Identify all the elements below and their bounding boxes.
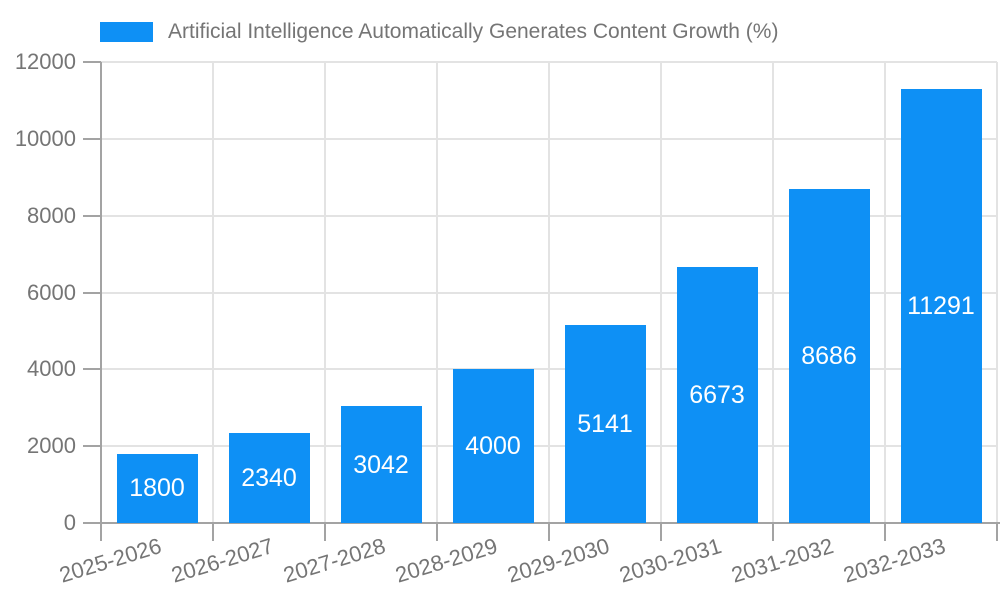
x-axis-tick-mark xyxy=(324,523,326,541)
y-axis-tick-label: 6000 xyxy=(27,280,76,305)
bar-value-label: 6673 xyxy=(689,380,745,409)
y-axis-tick-label: 8000 xyxy=(27,203,76,228)
y-axis-tick-label: 2000 xyxy=(27,433,76,458)
bar-value-label: 1800 xyxy=(129,474,185,503)
x-axis-line xyxy=(101,522,1000,524)
bar xyxy=(452,369,534,523)
legend-label: Artificial Intelligence Automatically Ge… xyxy=(168,20,779,43)
gridline-vertical xyxy=(436,62,438,523)
y-axis-tick-mark xyxy=(83,61,101,63)
bar xyxy=(788,189,870,523)
legend: Artificial Intelligence Automatically Ge… xyxy=(100,12,778,52)
legend-swatch-icon xyxy=(100,22,153,42)
y-axis-tick-label: 10000 xyxy=(14,126,76,151)
x-axis-tick-mark xyxy=(436,523,438,541)
x-axis-tick-mark xyxy=(212,523,214,541)
bar-value-label: 4000 xyxy=(465,432,521,461)
x-axis-tick-mark xyxy=(996,523,998,541)
bar xyxy=(340,406,422,523)
y-axis-tick-mark xyxy=(83,368,101,370)
x-axis-tick-mark xyxy=(884,523,886,541)
bar xyxy=(676,266,758,523)
bar xyxy=(900,89,982,523)
y-axis-tick-mark xyxy=(83,138,101,140)
bar-value-label: 5141 xyxy=(577,410,633,439)
x-axis-tick-mark xyxy=(548,523,550,541)
y-axis-tick-mark xyxy=(83,445,101,447)
y-axis-tick-label: 4000 xyxy=(27,356,76,381)
gridline-vertical xyxy=(884,62,886,523)
bar xyxy=(228,433,310,523)
bar-value-label: 2340 xyxy=(241,464,297,493)
bar xyxy=(116,453,198,523)
x-axis-tick-mark xyxy=(660,523,662,541)
y-axis-tick-label: 12000 xyxy=(14,49,76,74)
bar xyxy=(564,325,646,523)
y-axis-tick-mark xyxy=(83,215,101,217)
bar-value-label: 3042 xyxy=(353,450,409,479)
gridline-vertical xyxy=(548,62,550,523)
bar-value-label: 11291 xyxy=(907,292,975,321)
x-axis-tick-mark xyxy=(772,523,774,541)
y-axis-tick-mark xyxy=(83,292,101,294)
bar-value-label: 8686 xyxy=(801,342,857,371)
y-axis-tick-label: 0 xyxy=(63,510,76,535)
y-axis-line xyxy=(100,62,102,525)
y-axis-tick-mark xyxy=(83,522,101,524)
gridline-vertical xyxy=(324,62,326,523)
gridline-vertical xyxy=(772,62,774,523)
gridline-vertical xyxy=(660,62,662,523)
gridline-vertical xyxy=(996,62,998,523)
gridline-vertical xyxy=(212,62,214,523)
x-axis-tick-mark xyxy=(100,523,102,541)
